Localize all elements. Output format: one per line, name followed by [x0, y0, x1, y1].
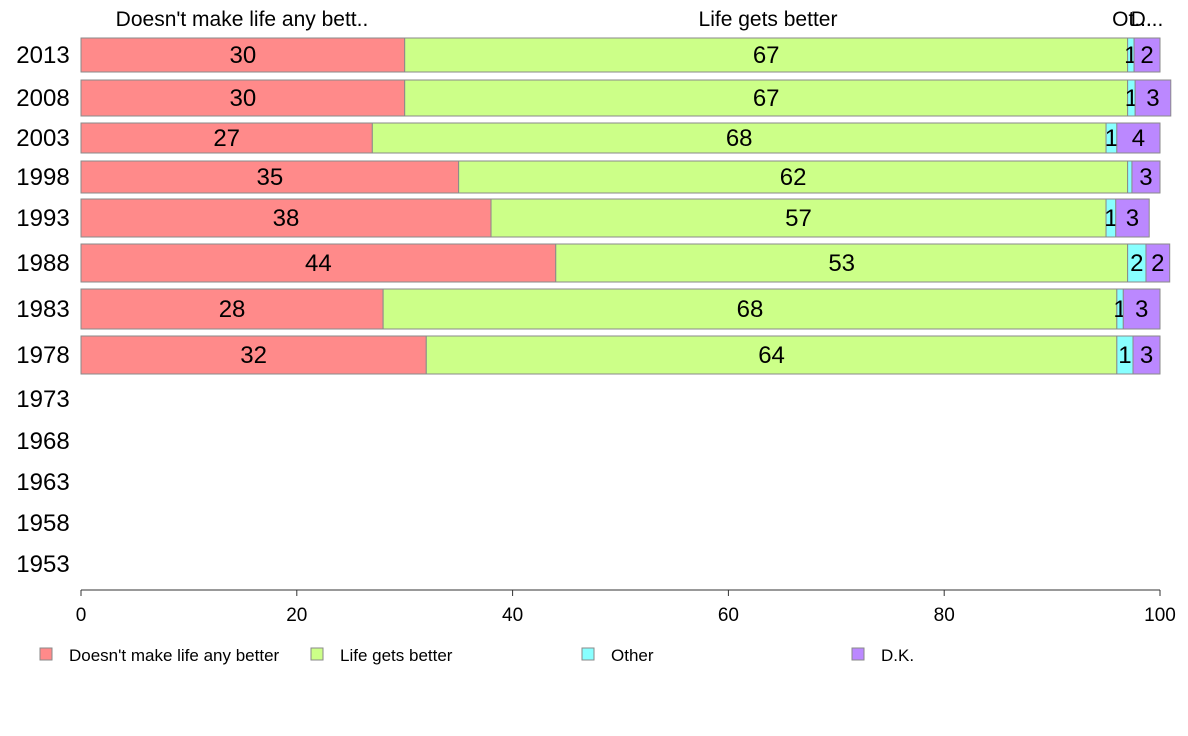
year-label-1958: 1958	[16, 510, 69, 537]
bar-1998-other	[1127, 160, 1133, 194]
bar-value-label: 3	[1140, 342, 1153, 369]
x-tick-label: 0	[76, 605, 87, 626]
year-label-1973: 1973	[16, 386, 69, 413]
bar-1983-life-gets-better	[382, 288, 1118, 330]
bar-value-label: 27	[213, 125, 240, 152]
bar-value-label: 68	[737, 296, 764, 323]
legend-swatch-doesn-t-make-life-any-better	[39, 647, 53, 661]
bar-value-label: 1	[1118, 342, 1131, 369]
bar-value-label: 68	[726, 125, 753, 152]
bar-1978-d-k	[1132, 335, 1161, 375]
bar-value-label: 35	[256, 164, 283, 191]
bar-value-label: 2	[1151, 250, 1164, 277]
column-header-3: Ot...	[1112, 8, 1152, 31]
bars: 30 67 1 230 67 1 327 68 1 435 62 338 57 1 344 53 2 228 68 1…	[80, 37, 1172, 375]
column-header-2: Life gets better	[699, 8, 838, 31]
bar-1998-doesn-t-make-life-any-better	[80, 160, 460, 194]
bar-1988-doesn-t-make-life-any-better	[80, 243, 557, 283]
bar-value-label: 67	[753, 85, 780, 112]
bar-1978-life-gets-better	[425, 335, 1118, 375]
bar-2008-life-gets-better	[404, 79, 1129, 117]
bar-value-label: 28	[219, 296, 246, 323]
year-label-2008: 2008	[16, 85, 69, 112]
bar-value-label: 3	[1139, 164, 1152, 191]
year-label-2013: 2013	[16, 42, 69, 69]
bar-value-label: 44	[305, 250, 332, 277]
bar-value-label: 53	[828, 250, 855, 277]
bar-value-label: 3	[1126, 205, 1139, 232]
bar-value-label: 38	[273, 205, 300, 232]
bar-1983-d-k	[1122, 288, 1161, 330]
bar-1978-doesn-t-make-life-any-better	[80, 335, 427, 375]
legend-swatch-life-gets-better	[310, 647, 324, 661]
year-label-1988: 1988	[16, 250, 69, 277]
column-header-4: D...	[1131, 8, 1164, 31]
bar-value-label: 30	[229, 85, 256, 112]
legend-label-other: Other	[611, 646, 654, 665]
bar-value-label: 32	[240, 342, 267, 369]
x-tick-label: 60	[718, 605, 739, 626]
year-label-1963: 1963	[16, 469, 69, 496]
bar-value-label: 1	[1105, 125, 1118, 152]
x-axis: 0 20 40 60 80 100	[76, 589, 1176, 626]
bar-1998-life-gets-better	[458, 160, 1129, 194]
bar-2013-d-k	[1133, 37, 1161, 73]
x-tick-label: 40	[502, 605, 523, 626]
x-tick-label: 80	[934, 605, 955, 626]
bar-1988-life-gets-better	[555, 243, 1129, 283]
x-tick-label: 20	[286, 605, 307, 626]
bar-1993-d-k	[1115, 198, 1150, 238]
bar-1993-doesn-t-make-life-any-better	[80, 198, 492, 238]
bar-value-label: 67	[753, 42, 780, 69]
year-label-1978: 1978	[16, 342, 69, 369]
bar-1993-life-gets-better	[490, 198, 1107, 238]
bar-value-label: 2	[1140, 42, 1153, 69]
bar-1983-doesn-t-make-life-any-better	[80, 288, 384, 330]
bar-2013-life-gets-better	[404, 37, 1129, 73]
bar-value-label: 3	[1146, 85, 1159, 112]
year-label-1953: 1953	[16, 551, 69, 578]
year-label-2003: 2003	[16, 125, 69, 152]
bar-value-label: 2	[1130, 250, 1143, 277]
bar-2003-d-k	[1116, 122, 1161, 154]
bar-value-label: 30	[229, 42, 256, 69]
bar-value-label: 62	[780, 164, 807, 191]
legend-swatch-other	[581, 647, 595, 661]
legend-label-life-gets-better: Life gets better	[340, 646, 453, 665]
bar-2003-life-gets-better	[371, 122, 1107, 154]
legend-label-doesn-t-make-life-any-better: Doesn't make life any better	[69, 646, 280, 665]
legend-swatch-d-k	[851, 647, 865, 661]
bar-value-label: 64	[758, 342, 785, 369]
bar-1988-d-k	[1145, 243, 1171, 283]
legend-label-d-k: D.K.	[881, 646, 914, 665]
column-header-1: Doesn't make life any bett..	[116, 8, 369, 31]
column-headers: Doesn't make life any bett.. Life gets be…	[116, 8, 1164, 31]
bar-value-label: 4	[1132, 125, 1145, 152]
year-label-1998: 1998	[16, 164, 69, 191]
bar-value-label: 57	[785, 205, 812, 232]
bar-1998-d-k	[1131, 160, 1161, 194]
bar-value-label: 1	[1104, 205, 1117, 232]
bar-2008-d-k	[1134, 79, 1172, 117]
bar-2008-doesn-t-make-life-any-better	[80, 79, 406, 117]
bar-value-label: 3	[1135, 296, 1148, 323]
year-label-1968: 1968	[16, 428, 69, 455]
x-tick-label: 100	[1144, 605, 1176, 626]
year-label-1993: 1993	[16, 205, 69, 232]
year-axis-labels: 2013 2008 2003 1998 1993 1988 1983 1978 1973 1968…	[16, 42, 69, 578]
legend: Doesn't make life any better Life gets be…	[39, 646, 914, 665]
year-label-1983: 1983	[16, 296, 69, 323]
